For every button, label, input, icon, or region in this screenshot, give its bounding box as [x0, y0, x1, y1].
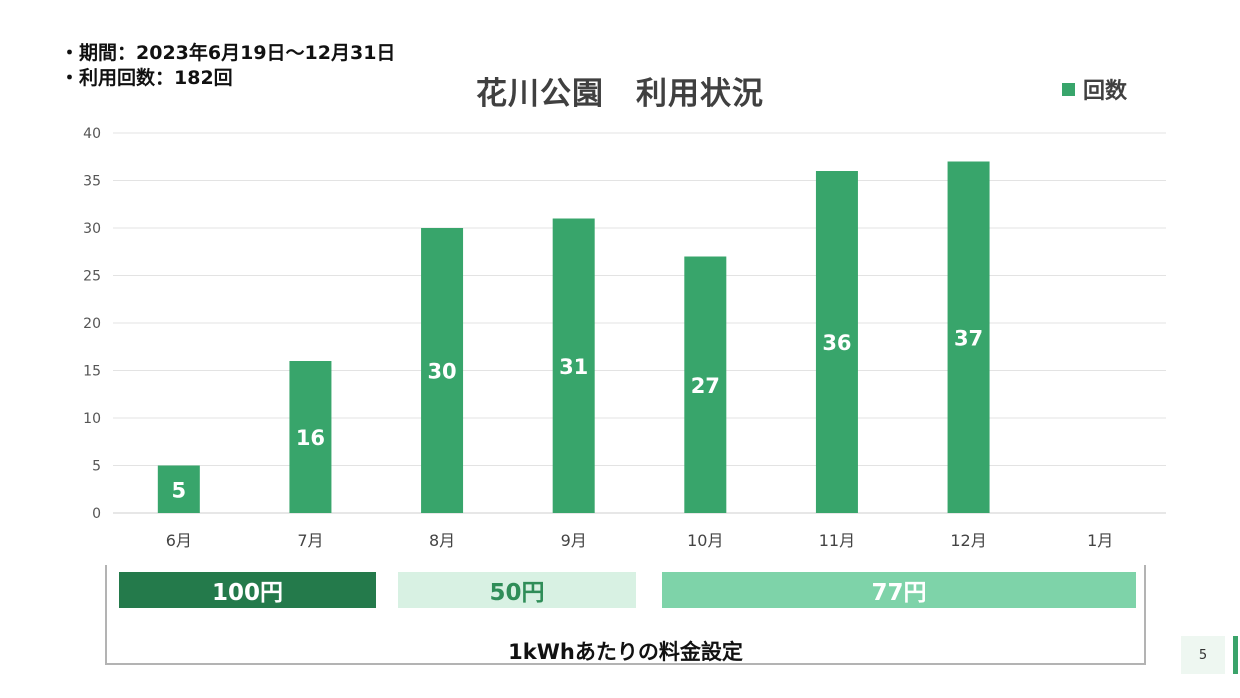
- y-tick-label: 5: [92, 459, 101, 475]
- bar: [421, 228, 464, 513]
- x-tick-label: 8月: [429, 531, 455, 550]
- y-tick-label: 20: [83, 316, 101, 332]
- chart-title: 花川公園 利用状況: [476, 76, 764, 112]
- bar: [947, 161, 990, 513]
- bar-chart: 0 5 10 15 20 25 30 35 40 5 6月 16 7月 30 8月 31 9月 27 10月 36 11…: [83, 126, 1166, 550]
- rate-100-yen: 100円: [119, 572, 376, 608]
- data-label: 37: [954, 326, 983, 350]
- y-tick-label: 0: [92, 506, 101, 522]
- data-label: 16: [296, 426, 325, 450]
- x-tick-label: 11月: [819, 531, 855, 550]
- bar: [552, 218, 595, 513]
- bar: [289, 361, 332, 513]
- rate-bracket: [105, 565, 1146, 665]
- legend-swatch: [1062, 82, 1075, 96]
- y-tick-label: 30: [83, 221, 101, 237]
- chart-legend: 回数: [1062, 73, 1127, 105]
- x-tick-label: 9月: [561, 531, 587, 550]
- data-label: 30: [427, 360, 456, 384]
- y-tick-label: 10: [83, 411, 101, 427]
- legend-label: 回数: [1083, 79, 1128, 104]
- y-tick-label: 40: [83, 126, 101, 142]
- x-tick-label: 10月: [687, 531, 723, 550]
- bar: [157, 465, 200, 513]
- x-tick-label: 1月: [1087, 531, 1113, 550]
- x-tick-label: 6月: [166, 531, 192, 550]
- page-number: 5: [1181, 636, 1225, 674]
- usage-count-text: ・利用回数：182回: [60, 67, 233, 89]
- data-label: 31: [559, 355, 588, 379]
- data-label: 36: [822, 331, 851, 355]
- rate-77-yen: 77円: [662, 572, 1136, 608]
- rate-50-yen: 50円: [398, 572, 636, 608]
- y-tick-label: 35: [83, 174, 101, 190]
- x-tick-label: 12月: [950, 531, 986, 550]
- data-label: 27: [691, 374, 720, 398]
- data-label: 5: [172, 478, 187, 502]
- y-tick-label: 25: [83, 269, 101, 285]
- y-tick-label: 15: [83, 364, 101, 380]
- bar: [684, 256, 727, 513]
- period-text: ・期間：2023年6月19日〜12月31日: [60, 42, 396, 64]
- bar: [815, 171, 858, 513]
- rate-caption: 1kWhあたりの料金設定: [508, 640, 743, 664]
- page-accent-bar: [1233, 636, 1238, 674]
- x-tick-label: 7月: [297, 531, 323, 550]
